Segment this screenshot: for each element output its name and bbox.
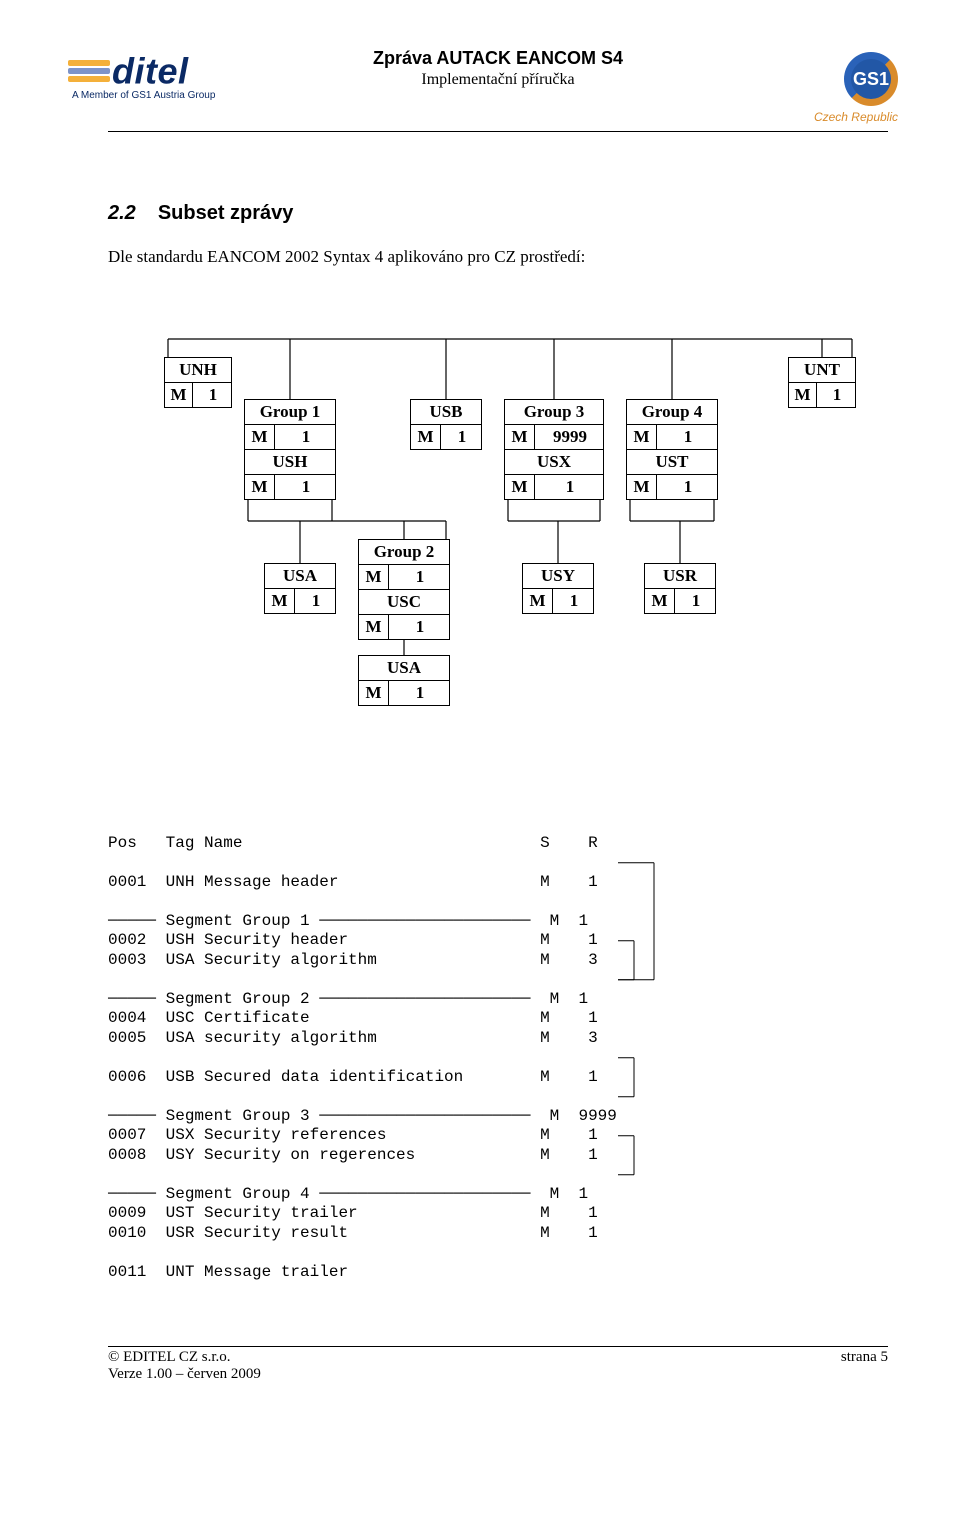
node-repeat: 1 [389,565,451,589]
section-heading: 2.2 Subset zprávy [108,202,888,225]
header-rule [108,131,888,132]
node-status: M [411,425,441,449]
node-usc: USCM1 [358,589,450,640]
node-repeat: 1 [535,475,605,499]
node-usb: USBM1 [410,399,482,450]
node-title: USA [265,564,335,589]
node-repeat: 1 [817,383,857,407]
structure-diagram: UNHM1UNTM1Group 1M1USHM1USBM1Group 3M999… [108,291,888,731]
node-status: M [359,615,389,639]
node-title: Group 2 [359,540,449,565]
footer-left: © EDITEL CZ s.r.o. Verze 1.00 – červen 2… [108,1349,261,1383]
header-title: Zpráva AUTACK EANCOM S4 Implementační př… [108,48,888,89]
node-status: M [165,383,193,407]
node-status: M [359,565,389,589]
node-unt: UNTM1 [788,357,856,408]
logo-gs1: GS1 Czech Republic [814,52,898,124]
node-repeat: 1 [275,425,337,449]
node-repeat: 1 [389,681,451,705]
page-header: ditel A Member of GS1 Austria Group Zprá… [108,48,888,132]
node-status: M [627,425,657,449]
node-title: USB [411,400,481,425]
node-usx: USXM1 [504,449,604,500]
logo-editel-sub: A Member of GS1 Austria Group [72,90,215,101]
gs1-circle-icon: GS1 [844,52,898,106]
footer-left-line2: Verze 1.00 – červen 2009 [108,1366,261,1383]
node-status: M [265,589,295,613]
node-usy: USYM1 [522,563,594,614]
node-title: USC [359,590,449,615]
gs1-tag: Czech Republic [814,110,898,124]
node-title: UNT [789,358,855,383]
node-repeat: 1 [193,383,233,407]
node-repeat: 1 [657,425,719,449]
node-title: Group 4 [627,400,717,425]
node-repeat: 1 [553,589,595,613]
footer-right: strana 5 [841,1349,888,1383]
header-title-line2: Implementační příručka [108,71,888,89]
node-title: USX [505,450,603,475]
node-repeat: 1 [675,589,717,613]
node-repeat: 1 [295,589,337,613]
node-g3: Group 3M9999 [504,399,604,450]
node-title: USY [523,564,593,589]
node-g2: Group 2M1 [358,539,450,590]
section-title: Subset zprávy [158,202,294,224]
page-footer: © EDITEL CZ s.r.o. Verze 1.00 – červen 2… [108,1349,888,1383]
gs1-text: GS1 [851,59,891,99]
node-title: USA [359,656,449,681]
node-title: UST [627,450,717,475]
node-status: M [789,383,817,407]
node-repeat: 1 [389,615,451,639]
node-status: M [245,475,275,499]
node-status: M [523,589,553,613]
section-lead: Dle standardu EANCOM 2002 Syntax 4 aplik… [108,247,888,267]
node-status: M [645,589,675,613]
node-status: M [505,425,535,449]
node-usa2: USAM1 [358,655,450,706]
footer-left-line1: © EDITEL CZ s.r.o. [108,1349,261,1366]
logo-editel-text: ditel [112,50,189,91]
node-repeat: 9999 [535,425,605,449]
node-title: USR [645,564,715,589]
node-status: M [245,425,275,449]
node-ust: USTM1 [626,449,718,500]
node-repeat: 1 [657,475,719,499]
logo-editel: ditel A Member of GS1 Austria Group [68,48,215,101]
node-ush: USHM1 [244,449,336,500]
node-status: M [505,475,535,499]
listing-text: Pos Tag Name S R 0001 UNH Message header… [108,834,888,1283]
node-title: UNH [165,358,231,383]
section-number: 2.2 [108,202,136,224]
stripes-icon [68,58,110,84]
node-usr: USRM1 [644,563,716,614]
node-g1: Group 1M1 [244,399,336,450]
node-title: Group 1 [245,400,335,425]
node-status: M [359,681,389,705]
node-title: Group 3 [505,400,603,425]
header-title-line1: Zpráva AUTACK EANCOM S4 [108,48,888,69]
node-status: M [627,475,657,499]
node-usa1: USAM1 [264,563,336,614]
node-g4: Group 4M1 [626,399,718,450]
node-repeat: 1 [441,425,483,449]
node-title: USH [245,450,335,475]
footer-rule [108,1346,888,1347]
segment-listing: Pos Tag Name S R 0001 UNH Message header… [108,775,888,1282]
node-unh: UNHM1 [164,357,232,408]
node-repeat: 1 [275,475,337,499]
